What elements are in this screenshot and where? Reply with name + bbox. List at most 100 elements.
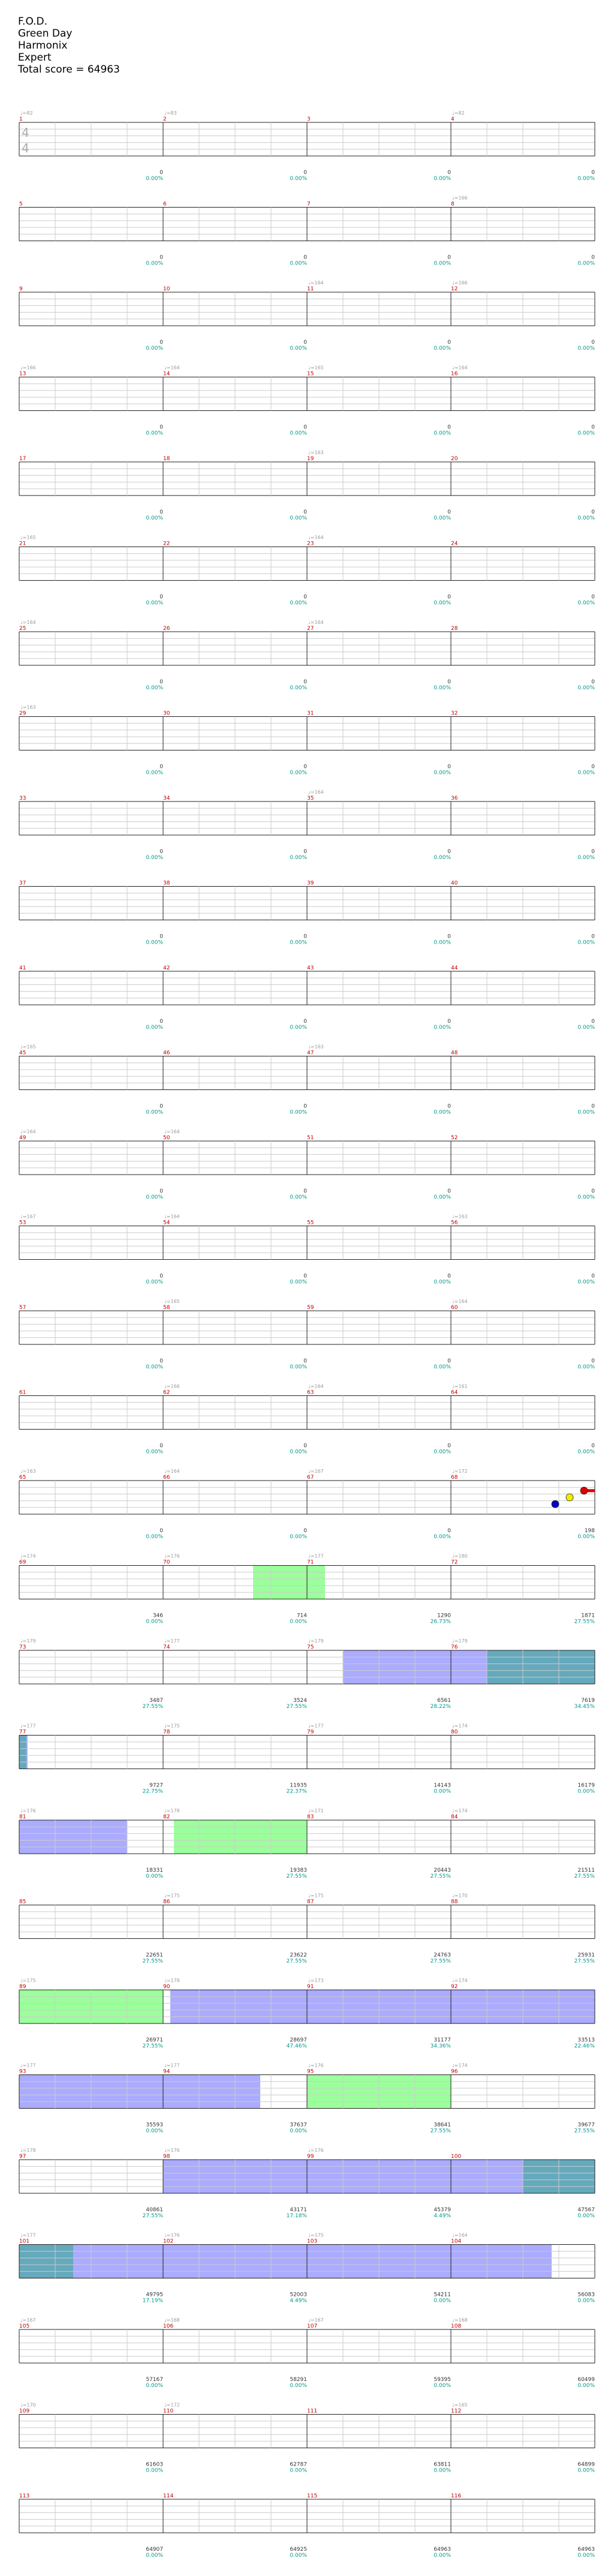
- measure-percent: 0.00%: [290, 855, 307, 861]
- measure-percent: 0.00%: [577, 940, 595, 946]
- measure-score: 23622: [290, 1953, 307, 1959]
- measure-number: 17: [19, 456, 26, 462]
- measure-score: 0: [447, 255, 451, 261]
- tempo-marker: ♩=166: [164, 1384, 180, 1389]
- measure-number: 31: [307, 711, 314, 717]
- measure-number: 27: [307, 626, 314, 632]
- measure-percent: 0.00%: [290, 1110, 307, 1116]
- measure-score: 22651: [146, 1953, 163, 1959]
- measure-percent: 0.00%: [577, 431, 595, 437]
- tempo-marker: ♩=175: [164, 1724, 180, 1729]
- overlap-phrase: [19, 1735, 26, 1769]
- measure-percent: 4.49%: [290, 2298, 307, 2304]
- tempo-marker: ♩=179: [452, 1638, 468, 1644]
- measure-number: 34: [163, 795, 170, 801]
- measure-percent: 0.00%: [577, 1110, 595, 1116]
- tempo-marker: ♩=164: [164, 1129, 180, 1134]
- measure-percent: 17.19%: [143, 2298, 164, 2304]
- measure-number: 52: [451, 1135, 458, 1141]
- measure-number: 94: [163, 2069, 170, 2075]
- measure-percent: 0.00%: [290, 940, 307, 946]
- measure-number: 45: [19, 1050, 26, 1056]
- measure-percent: 0.00%: [577, 346, 595, 352]
- measure-score: 1290: [437, 1613, 451, 1619]
- measure-percent: 22.75%: [143, 1789, 164, 1795]
- measure-percent: 0.00%: [577, 685, 595, 691]
- measure-score: 59395: [434, 2377, 451, 2383]
- tempo-marker: ♩=179: [20, 1638, 36, 1644]
- measure-percent: 0.00%: [290, 1449, 307, 1455]
- measure-score: 0: [591, 1274, 595, 1280]
- measure-score: 0: [159, 1019, 163, 1025]
- measure-number: 32: [451, 711, 458, 717]
- measure-percent: 0.00%: [577, 601, 595, 607]
- tempo-marker: ♩=176: [164, 1554, 180, 1559]
- overlap-phrase: [19, 2244, 73, 2278]
- tempo-marker: ♩=179: [308, 1638, 324, 1644]
- measure-score: 0: [591, 1104, 595, 1110]
- measure-number: 110: [163, 2409, 173, 2415]
- measure-number: 106: [163, 2323, 173, 2329]
- measure-score: 0: [159, 934, 163, 940]
- measure-score: 24763: [434, 1953, 451, 1959]
- measure-number: 61: [19, 1390, 26, 1396]
- measure-number: 4: [451, 116, 455, 122]
- tempo-marker: ♩=177: [164, 2063, 180, 2068]
- tempo-marker: ♩=164: [308, 535, 324, 541]
- tempo-marker: ♩=164: [308, 789, 324, 795]
- measure-percent: 0.00%: [146, 2128, 163, 2134]
- tempo-marker: ♩=164: [308, 1384, 324, 1389]
- measure-number: 104: [451, 2239, 461, 2245]
- measure-number: 102: [163, 2239, 173, 2245]
- measure-score: 346: [153, 1613, 163, 1619]
- measure-number: 36: [451, 795, 458, 801]
- measure-number: 105: [19, 2323, 29, 2329]
- tempo-marker: ♩=178: [164, 1978, 180, 1983]
- measure-score: 0: [159, 849, 163, 855]
- measure-score: 0: [159, 679, 163, 685]
- measure-number: 40: [451, 881, 458, 887]
- tempo-marker: ♩=164: [308, 620, 324, 625]
- measure-number: 85: [19, 1899, 26, 1905]
- measure-percent: 27.55%: [574, 2128, 595, 2134]
- measure-score: 0: [303, 340, 307, 346]
- tempo-marker: ♩=166: [452, 196, 468, 201]
- measure-number: 103: [307, 2239, 317, 2245]
- measure-score: 0: [303, 255, 307, 261]
- measure-percent: 22.46%: [574, 2043, 595, 2049]
- measure-score: 0: [591, 934, 595, 940]
- measure-number: 13: [19, 371, 26, 377]
- tempo-marker: ♩=177: [20, 2063, 36, 2068]
- measure-percent: 34.36%: [431, 2043, 452, 2049]
- measure-score: 47567: [577, 2207, 595, 2213]
- measure-percent: 0.00%: [146, 2468, 163, 2474]
- measure-number: 82: [163, 1814, 170, 1820]
- song-difficulty: Expert: [18, 52, 52, 64]
- measure-number: 48: [451, 1050, 458, 1056]
- measure-score: 21511: [577, 1868, 595, 1874]
- measure-number: 93: [19, 2069, 26, 2075]
- measure-score: 0: [303, 1274, 307, 1280]
- tempo-marker: ♩=168: [164, 2317, 180, 2323]
- measure-score: 0: [447, 170, 451, 176]
- measure-percent: 0.00%: [434, 855, 451, 861]
- measure-score: 1871: [581, 1613, 595, 1619]
- measure-number: 53: [19, 1220, 26, 1226]
- measure-score: 64925: [290, 2547, 307, 2553]
- measure-percent: 0.00%: [434, 770, 451, 776]
- measure-number: 97: [19, 2154, 26, 2160]
- tempo-marker: ♩=175: [308, 2233, 324, 2238]
- tempo-marker: ♩=172: [164, 2403, 180, 2408]
- measure-number: 67: [307, 1475, 314, 1481]
- measure-score: 25931: [577, 1953, 595, 1959]
- tempo-marker: ♩=176: [20, 1808, 36, 1814]
- measure-percent: 0.00%: [290, 2553, 307, 2559]
- measure-percent: 0.00%: [577, 2213, 595, 2219]
- measure-number: 69: [19, 1560, 26, 1566]
- measure-percent: 0.00%: [290, 346, 307, 352]
- measure-number: 47: [307, 1050, 314, 1056]
- tempo-marker: ♩=164: [452, 365, 468, 371]
- measure-number: 101: [19, 2239, 29, 2245]
- measure-percent: 0.00%: [434, 261, 451, 267]
- measure-percent: 0.00%: [146, 515, 163, 521]
